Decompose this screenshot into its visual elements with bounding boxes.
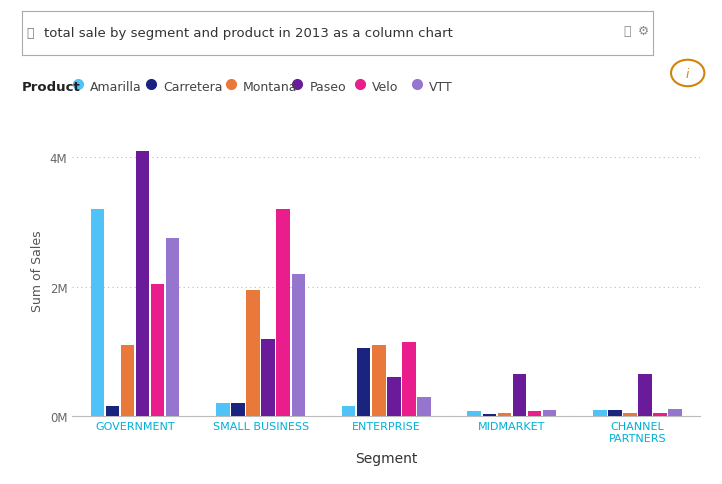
Bar [292, 274, 305, 416]
Bar [105, 407, 119, 416]
Bar [136, 151, 149, 416]
Bar [543, 410, 557, 416]
Bar [151, 284, 165, 416]
Bar [638, 374, 652, 416]
Bar [417, 397, 431, 416]
Text: Montana: Montana [243, 81, 297, 93]
Bar [387, 378, 401, 416]
Bar [513, 374, 526, 416]
Text: Velo: Velo [373, 81, 399, 93]
Text: Carretera: Carretera [163, 81, 222, 93]
Bar [497, 413, 511, 416]
Text: ⧉: ⧉ [623, 25, 630, 38]
Text: Amarilla: Amarilla [90, 81, 142, 93]
Bar [593, 410, 606, 416]
Bar [482, 414, 496, 416]
Bar [166, 239, 180, 416]
Bar [669, 409, 682, 416]
Bar [342, 407, 355, 416]
Bar [216, 403, 230, 416]
Bar [528, 411, 542, 416]
Bar [653, 413, 667, 416]
Text: ⚙: ⚙ [638, 25, 650, 38]
Bar [277, 210, 290, 416]
Bar [623, 413, 637, 416]
Bar [90, 210, 104, 416]
Bar [402, 342, 416, 416]
Bar [357, 348, 370, 416]
Y-axis label: Sum of Sales: Sum of Sales [31, 230, 44, 312]
Text: Paseo: Paseo [309, 81, 346, 93]
Text: i: i [686, 68, 690, 81]
Bar [261, 339, 275, 416]
Bar [372, 345, 386, 416]
Text: 💬: 💬 [26, 28, 34, 40]
X-axis label: Segment: Segment [355, 451, 417, 465]
Text: VTT: VTT [429, 81, 453, 93]
Bar [231, 403, 245, 416]
Text: total sale by segment and product in 2013 as a column chart: total sale by segment and product in 201… [44, 28, 453, 40]
Bar [121, 345, 134, 416]
Text: Product: Product [22, 81, 80, 93]
Bar [608, 410, 622, 416]
Bar [246, 290, 260, 416]
Bar [467, 411, 481, 416]
